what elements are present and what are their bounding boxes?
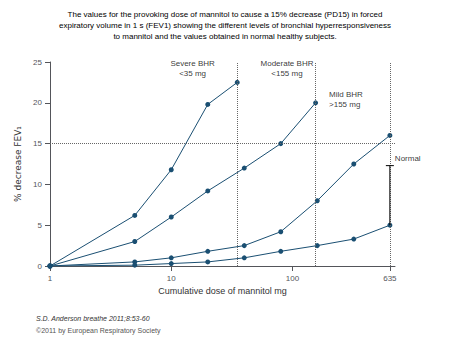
svg-text:5: 5 xyxy=(38,221,43,230)
svg-text:Severe BHR: Severe BHR xyxy=(170,59,215,68)
svg-text:Moderate BHR: Moderate BHR xyxy=(261,59,314,68)
svg-text:1: 1 xyxy=(48,274,53,283)
svg-text:expiratory volume in 1 s (FEV1: expiratory volume in 1 s (FEV1) showing … xyxy=(59,21,391,30)
svg-text:15: 15 xyxy=(33,139,42,148)
svg-text:25: 25 xyxy=(33,58,42,67)
svg-text:20: 20 xyxy=(33,98,42,107)
svg-text:10: 10 xyxy=(167,274,176,283)
svg-text:<35 mg: <35 mg xyxy=(179,69,206,78)
svg-text:Normal: Normal xyxy=(395,154,421,163)
svg-text:S.D. Anderson breathe 2011;8:5: S.D. Anderson breathe 2011;8:53-60 xyxy=(36,315,150,322)
svg-text:©2011 by European Respiratory: ©2011 by European Respiratory Society xyxy=(36,327,161,335)
svg-text:635: 635 xyxy=(383,274,397,283)
svg-text:Cumulative dose of mannitol mg: Cumulative dose of mannitol mg xyxy=(158,286,287,296)
svg-text:Mild BHR: Mild BHR xyxy=(329,90,363,99)
svg-text:>155 mg: >155 mg xyxy=(329,100,360,109)
svg-text:% decrease FEV₁: % decrease FEV₁ xyxy=(13,126,23,202)
svg-text:10: 10 xyxy=(33,180,42,189)
svg-text:0: 0 xyxy=(38,262,43,271)
svg-text:to mannitol and the values obt: to mannitol and the values obtained in n… xyxy=(113,32,336,41)
svg-text:The values for the provoking d: The values for the provoking dose of man… xyxy=(68,10,383,19)
svg-text:<155 mg: <155 mg xyxy=(271,69,302,78)
svg-text:100: 100 xyxy=(286,274,300,283)
